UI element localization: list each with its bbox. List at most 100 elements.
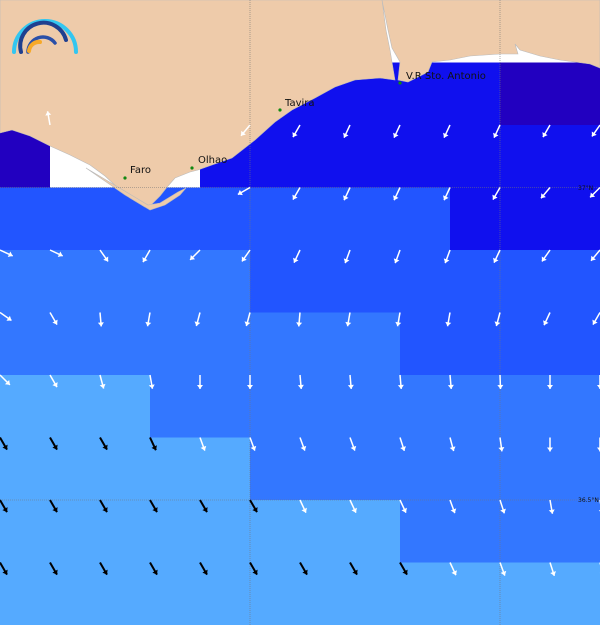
current-speed-cell <box>300 125 351 188</box>
current-speed-cell <box>150 250 201 313</box>
current-speed-cell <box>300 437 351 501</box>
current-arrow <box>548 499 555 514</box>
current-arrow <box>249 499 258 513</box>
current-speed-cell <box>200 562 251 625</box>
current-arrow <box>399 437 406 452</box>
current-speed-cell <box>150 437 201 501</box>
current-speed-cell <box>500 500 551 563</box>
current-speed-cell <box>350 500 401 563</box>
current-speed-cell <box>400 187 451 251</box>
current-arrow <box>292 187 301 200</box>
current-speed-cell <box>250 312 301 376</box>
current-arrow <box>99 561 108 576</box>
current-arrow <box>399 561 408 576</box>
current-arrow <box>292 124 301 138</box>
current-speed-cell <box>200 437 251 501</box>
current-speed-cell <box>500 375 551 438</box>
current-speed-cell <box>350 187 401 251</box>
current-speed-cell <box>50 187 101 251</box>
current-speed-cell <box>500 562 551 625</box>
current-speed-cell <box>300 562 351 625</box>
current-speed-cell <box>100 375 151 438</box>
current-arrow <box>499 499 506 514</box>
current-arrow <box>97 312 104 327</box>
current-arrow <box>597 375 600 389</box>
current-speed-cell <box>150 500 201 563</box>
olhao-marker <box>190 166 194 170</box>
current-arrow <box>393 249 401 264</box>
current-speed-cell <box>0 375 51 438</box>
barrier-islands <box>85 167 187 211</box>
current-arrow <box>343 187 351 201</box>
vrsa-marker <box>398 81 402 85</box>
current-speed-cell <box>450 562 501 625</box>
current-arrow <box>99 249 109 262</box>
current-arrow <box>49 561 58 576</box>
current-arrow <box>493 124 501 139</box>
city-label-faro: Faro <box>130 165 151 176</box>
current-arrow <box>349 561 358 576</box>
current-arrow <box>149 499 158 513</box>
city-label-tavira: Tavira <box>284 98 315 109</box>
tavira-marker <box>278 108 282 112</box>
current-speed-cell <box>0 250 51 313</box>
current-arrow <box>49 499 58 513</box>
current-speed-cell <box>0 562 51 625</box>
current-speed-cell <box>200 375 251 438</box>
current-arrow <box>99 437 108 451</box>
current-speed-cell <box>250 250 301 313</box>
current-arrow <box>540 187 551 199</box>
current-speed-cell <box>500 62 551 126</box>
current-speed-cell <box>250 437 301 501</box>
current-arrow <box>543 312 551 326</box>
current-arrow <box>0 561 8 576</box>
current-arrow <box>592 312 600 325</box>
current-speed-cell <box>350 562 401 625</box>
current-arrow <box>241 249 251 262</box>
current-speed-cell <box>400 312 451 376</box>
current-speed-cell <box>50 375 101 438</box>
current-speed-cell <box>50 500 101 563</box>
current-speed-cell <box>100 250 151 313</box>
current-arrow <box>199 437 207 451</box>
faro-marker <box>123 176 127 180</box>
current-speed-cell <box>350 375 401 438</box>
current-arrow <box>493 249 501 264</box>
current-arrows <box>0 111 600 577</box>
current-speed-cell <box>350 312 401 376</box>
current-arrow <box>237 186 251 196</box>
current-arrow <box>0 374 11 386</box>
current-arrow <box>492 187 501 200</box>
current-arrow <box>199 561 208 576</box>
current-speed-cell <box>550 375 600 438</box>
current-arrow <box>189 249 201 261</box>
current-arrow <box>345 312 352 327</box>
current-speed-cell <box>50 562 101 625</box>
current-speed-cell <box>0 500 51 563</box>
current-arrow <box>449 562 457 576</box>
current-speed-cell <box>500 312 551 376</box>
current-speed-cell <box>300 250 351 313</box>
current-arrow <box>498 437 505 452</box>
current-speed-cell <box>550 62 600 126</box>
current-arrow <box>249 437 257 451</box>
current-speed-cell <box>550 437 600 501</box>
current-arrow <box>0 499 8 513</box>
current-speed-cell <box>50 437 101 501</box>
current-speed-cell <box>50 250 101 313</box>
logo-icon <box>12 19 78 54</box>
current-arrow <box>299 499 307 514</box>
current-speed-cell <box>450 125 501 188</box>
current-speed-cell <box>150 375 201 438</box>
current-arrow <box>244 312 251 327</box>
current-arrow <box>449 437 456 452</box>
current-arrow <box>45 111 52 126</box>
current-arrow <box>49 437 58 451</box>
current-arrow <box>542 124 551 138</box>
current-arrow <box>0 437 8 451</box>
current-arrow <box>149 437 157 451</box>
current-arrow <box>247 375 253 389</box>
current-arrow <box>541 249 551 262</box>
